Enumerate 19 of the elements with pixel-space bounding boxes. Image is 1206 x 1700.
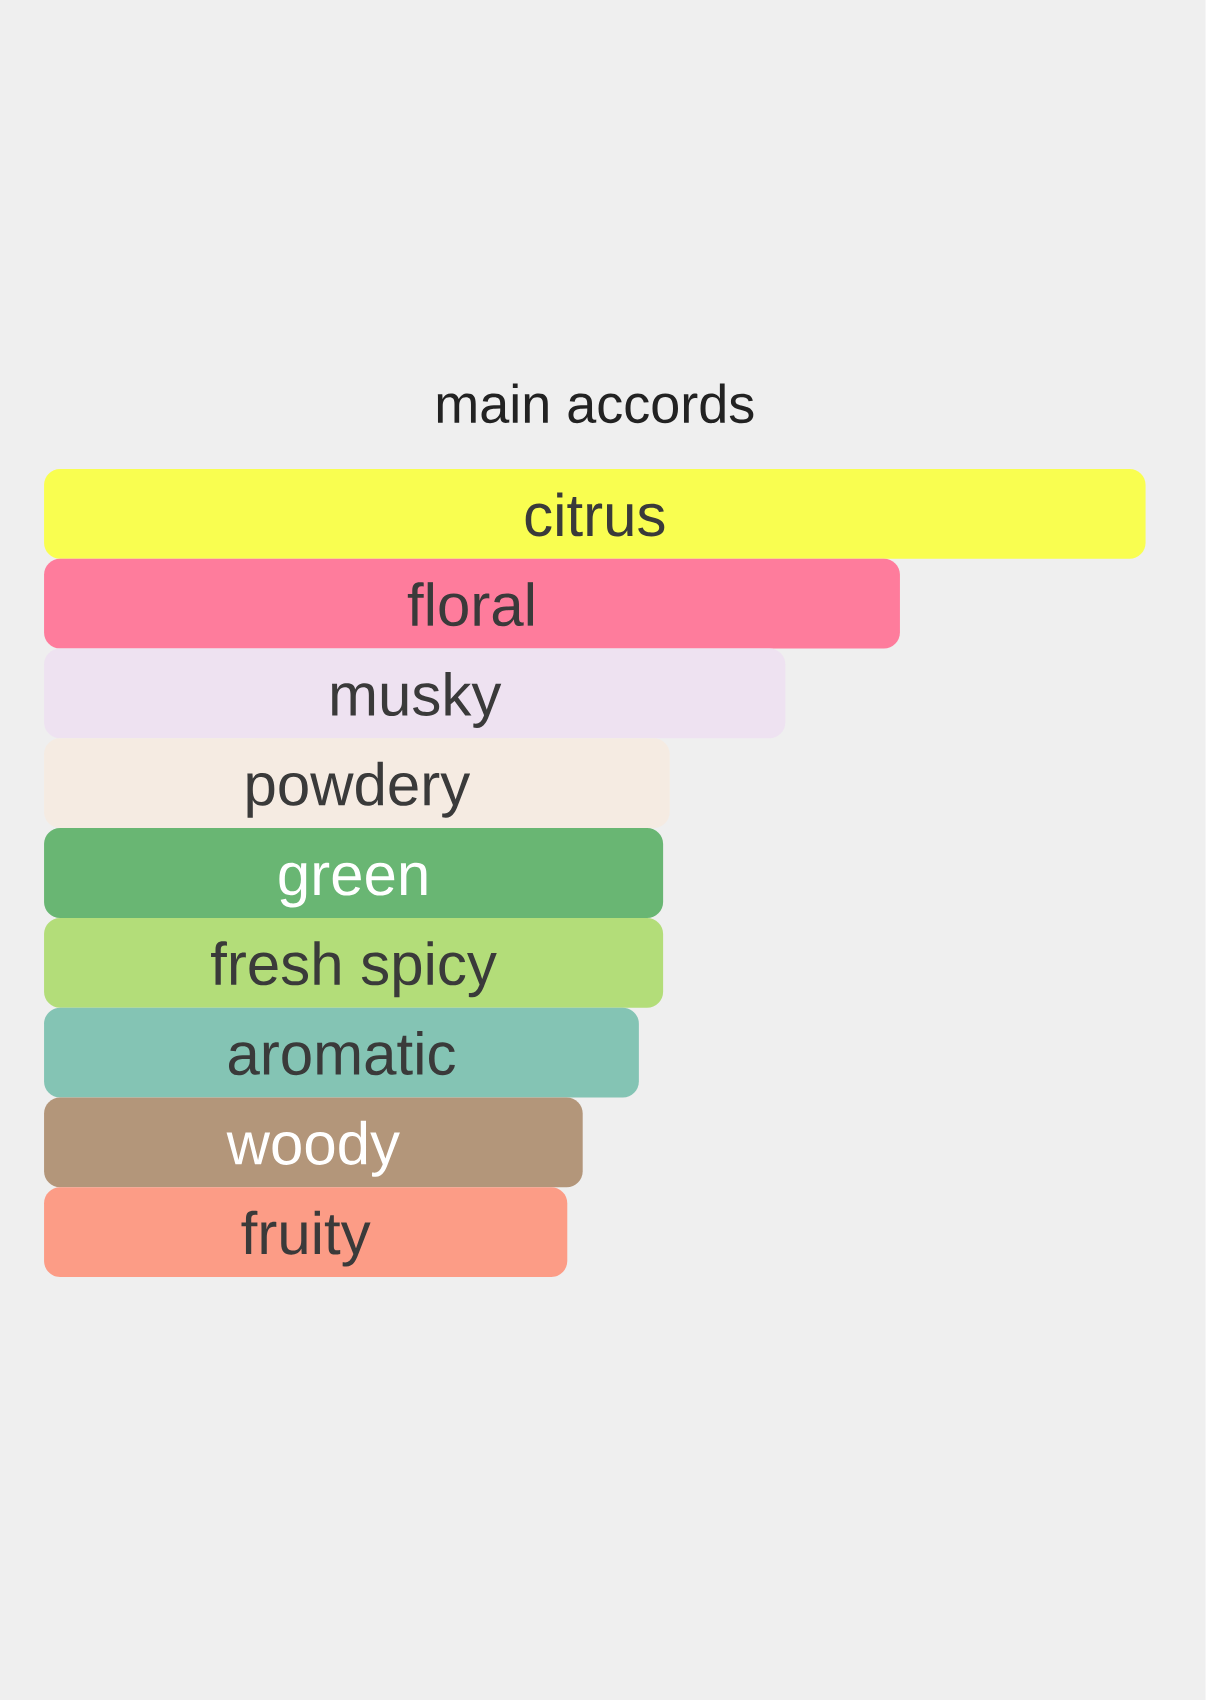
y-tick-label: woody xyxy=(226,1120,401,1177)
chart-title: main accords xyxy=(438,383,754,424)
bar xyxy=(44,468,1146,559)
bar xyxy=(44,917,664,1008)
y-tick-label: green xyxy=(279,862,427,908)
bar xyxy=(44,1097,583,1188)
y-tick-label: floral xyxy=(408,582,534,627)
y-tick-label: fruity xyxy=(241,1210,371,1267)
bar xyxy=(44,738,670,829)
y-tick-label: aromatic xyxy=(229,1031,456,1076)
bar xyxy=(44,828,664,918)
bar xyxy=(44,1187,568,1277)
y-tick-label: powdery xyxy=(247,761,471,818)
y-tick-label: musky xyxy=(332,671,502,728)
bar xyxy=(44,558,901,649)
bar xyxy=(44,1007,640,1098)
y-tick-label: citrus xyxy=(525,492,665,537)
bar xyxy=(44,648,786,739)
y-tick-label: fresh spicy xyxy=(211,941,497,998)
